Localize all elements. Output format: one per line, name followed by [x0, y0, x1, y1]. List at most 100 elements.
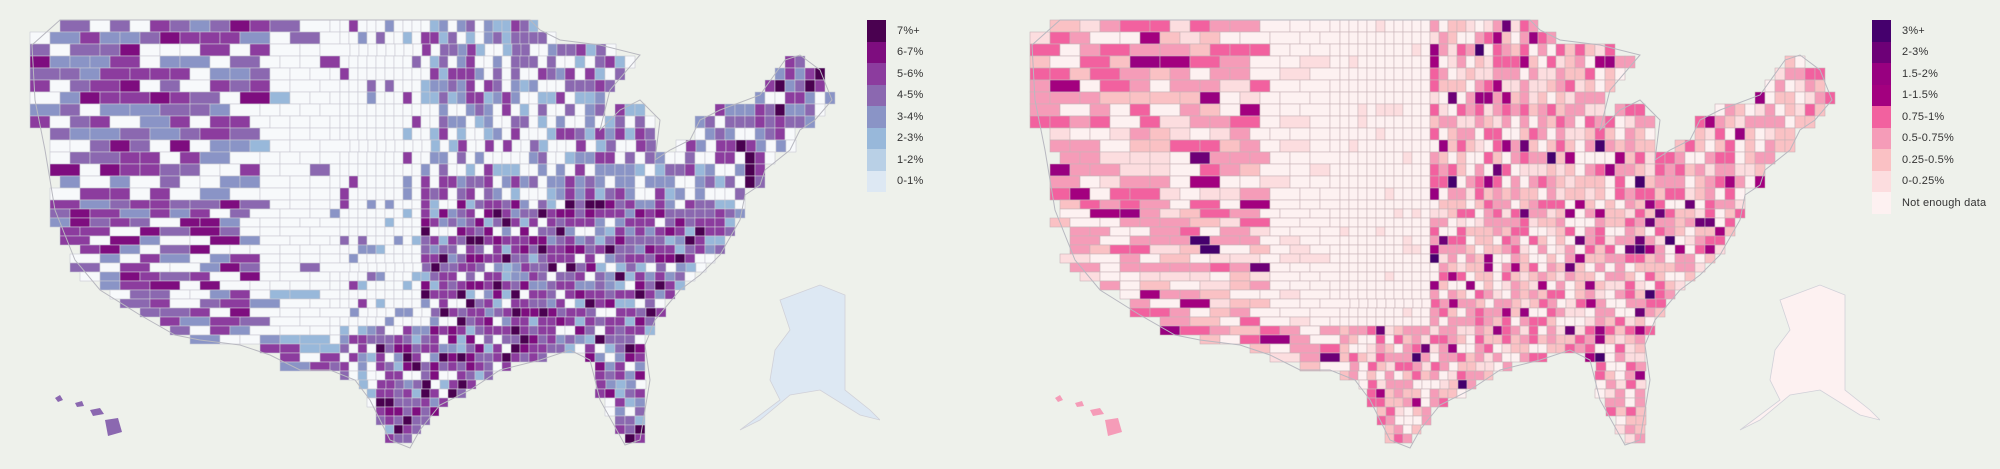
county[interactable]: [502, 307, 513, 318]
county[interactable]: [1348, 139, 1359, 153]
county[interactable]: [1546, 163, 1557, 177]
county[interactable]: [1357, 217, 1368, 228]
county[interactable]: [1279, 289, 1301, 300]
county[interactable]: [1393, 352, 1404, 363]
county[interactable]: [1574, 187, 1586, 201]
county[interactable]: [1519, 244, 1530, 255]
county[interactable]: [1704, 235, 1716, 246]
county[interactable]: [1483, 19, 1494, 33]
county[interactable]: [1474, 334, 1485, 345]
county[interactable]: [384, 19, 395, 33]
county[interactable]: [393, 187, 404, 201]
county[interactable]: [299, 262, 321, 273]
county[interactable]: [79, 163, 101, 177]
county[interactable]: [1375, 139, 1386, 153]
county[interactable]: [604, 187, 616, 201]
county[interactable]: [1357, 43, 1368, 57]
county[interactable]: [1604, 316, 1616, 327]
county[interactable]: [1537, 199, 1548, 210]
county[interactable]: [734, 115, 746, 129]
county[interactable]: [456, 115, 467, 129]
county[interactable]: [492, 151, 503, 165]
county[interactable]: [375, 325, 386, 336]
county[interactable]: [169, 187, 201, 201]
county[interactable]: [259, 217, 281, 228]
county[interactable]: [1249, 226, 1271, 237]
county[interactable]: [447, 361, 458, 372]
county[interactable]: [1259, 253, 1281, 264]
county[interactable]: [1510, 19, 1521, 33]
county[interactable]: [1694, 208, 1706, 219]
county[interactable]: [1420, 127, 1431, 141]
county[interactable]: [339, 289, 350, 300]
county[interactable]: [624, 361, 636, 372]
county[interactable]: [1510, 163, 1521, 177]
county[interactable]: [1625, 298, 1637, 309]
county[interactable]: [384, 31, 395, 45]
county[interactable]: [49, 115, 71, 129]
county[interactable]: [1259, 316, 1291, 327]
county[interactable]: [1511, 298, 1522, 309]
county[interactable]: [1375, 262, 1386, 273]
county[interactable]: [564, 115, 576, 129]
county[interactable]: [1614, 388, 1626, 399]
county[interactable]: [510, 79, 521, 93]
county[interactable]: [339, 175, 350, 189]
county[interactable]: [411, 370, 422, 381]
county[interactable]: [614, 217, 626, 228]
county[interactable]: [309, 175, 331, 189]
county[interactable]: [109, 19, 131, 33]
county[interactable]: [634, 226, 646, 237]
county[interactable]: [239, 262, 261, 273]
county[interactable]: [1438, 370, 1449, 381]
county[interactable]: [565, 139, 577, 153]
county[interactable]: [1319, 325, 1341, 336]
county[interactable]: [384, 325, 395, 336]
county[interactable]: [1520, 298, 1531, 309]
county[interactable]: [1402, 271, 1413, 282]
county[interactable]: [1456, 289, 1467, 300]
county[interactable]: [299, 217, 321, 228]
county[interactable]: [319, 307, 351, 318]
county[interactable]: [1309, 244, 1331, 255]
county[interactable]: [420, 325, 431, 336]
county[interactable]: [229, 244, 251, 255]
county[interactable]: [1734, 127, 1746, 141]
county[interactable]: [1584, 343, 1596, 354]
county[interactable]: [357, 289, 368, 300]
county[interactable]: [1546, 115, 1557, 129]
county[interactable]: [519, 55, 530, 69]
county[interactable]: [420, 289, 431, 300]
county[interactable]: [1784, 67, 1796, 81]
county[interactable]: [1604, 55, 1616, 69]
county[interactable]: [1528, 334, 1539, 345]
county[interactable]: [1159, 31, 1181, 45]
county[interactable]: [420, 67, 431, 81]
county[interactable]: [614, 115, 626, 129]
county[interactable]: [403, 262, 414, 273]
county[interactable]: [447, 244, 458, 255]
county[interactable]: [1564, 187, 1576, 201]
county[interactable]: [329, 127, 341, 141]
county[interactable]: [674, 163, 686, 177]
county[interactable]: [456, 316, 467, 327]
county[interactable]: [1501, 31, 1512, 45]
county[interactable]: [1704, 187, 1716, 201]
county[interactable]: [1375, 316, 1386, 327]
county[interactable]: [694, 253, 706, 264]
county[interactable]: [537, 199, 548, 210]
county[interactable]: [438, 151, 449, 165]
county[interactable]: [1466, 298, 1477, 309]
county[interactable]: [1734, 208, 1746, 219]
county[interactable]: [1420, 67, 1431, 81]
county[interactable]: [1537, 325, 1548, 336]
county[interactable]: [448, 139, 459, 153]
county[interactable]: [564, 199, 576, 210]
county[interactable]: [594, 361, 606, 372]
county[interactable]: [645, 307, 657, 318]
county[interactable]: [644, 244, 656, 255]
county[interactable]: [634, 208, 646, 219]
county[interactable]: [1339, 235, 1350, 246]
county[interactable]: [1279, 325, 1301, 336]
county[interactable]: [447, 235, 458, 246]
